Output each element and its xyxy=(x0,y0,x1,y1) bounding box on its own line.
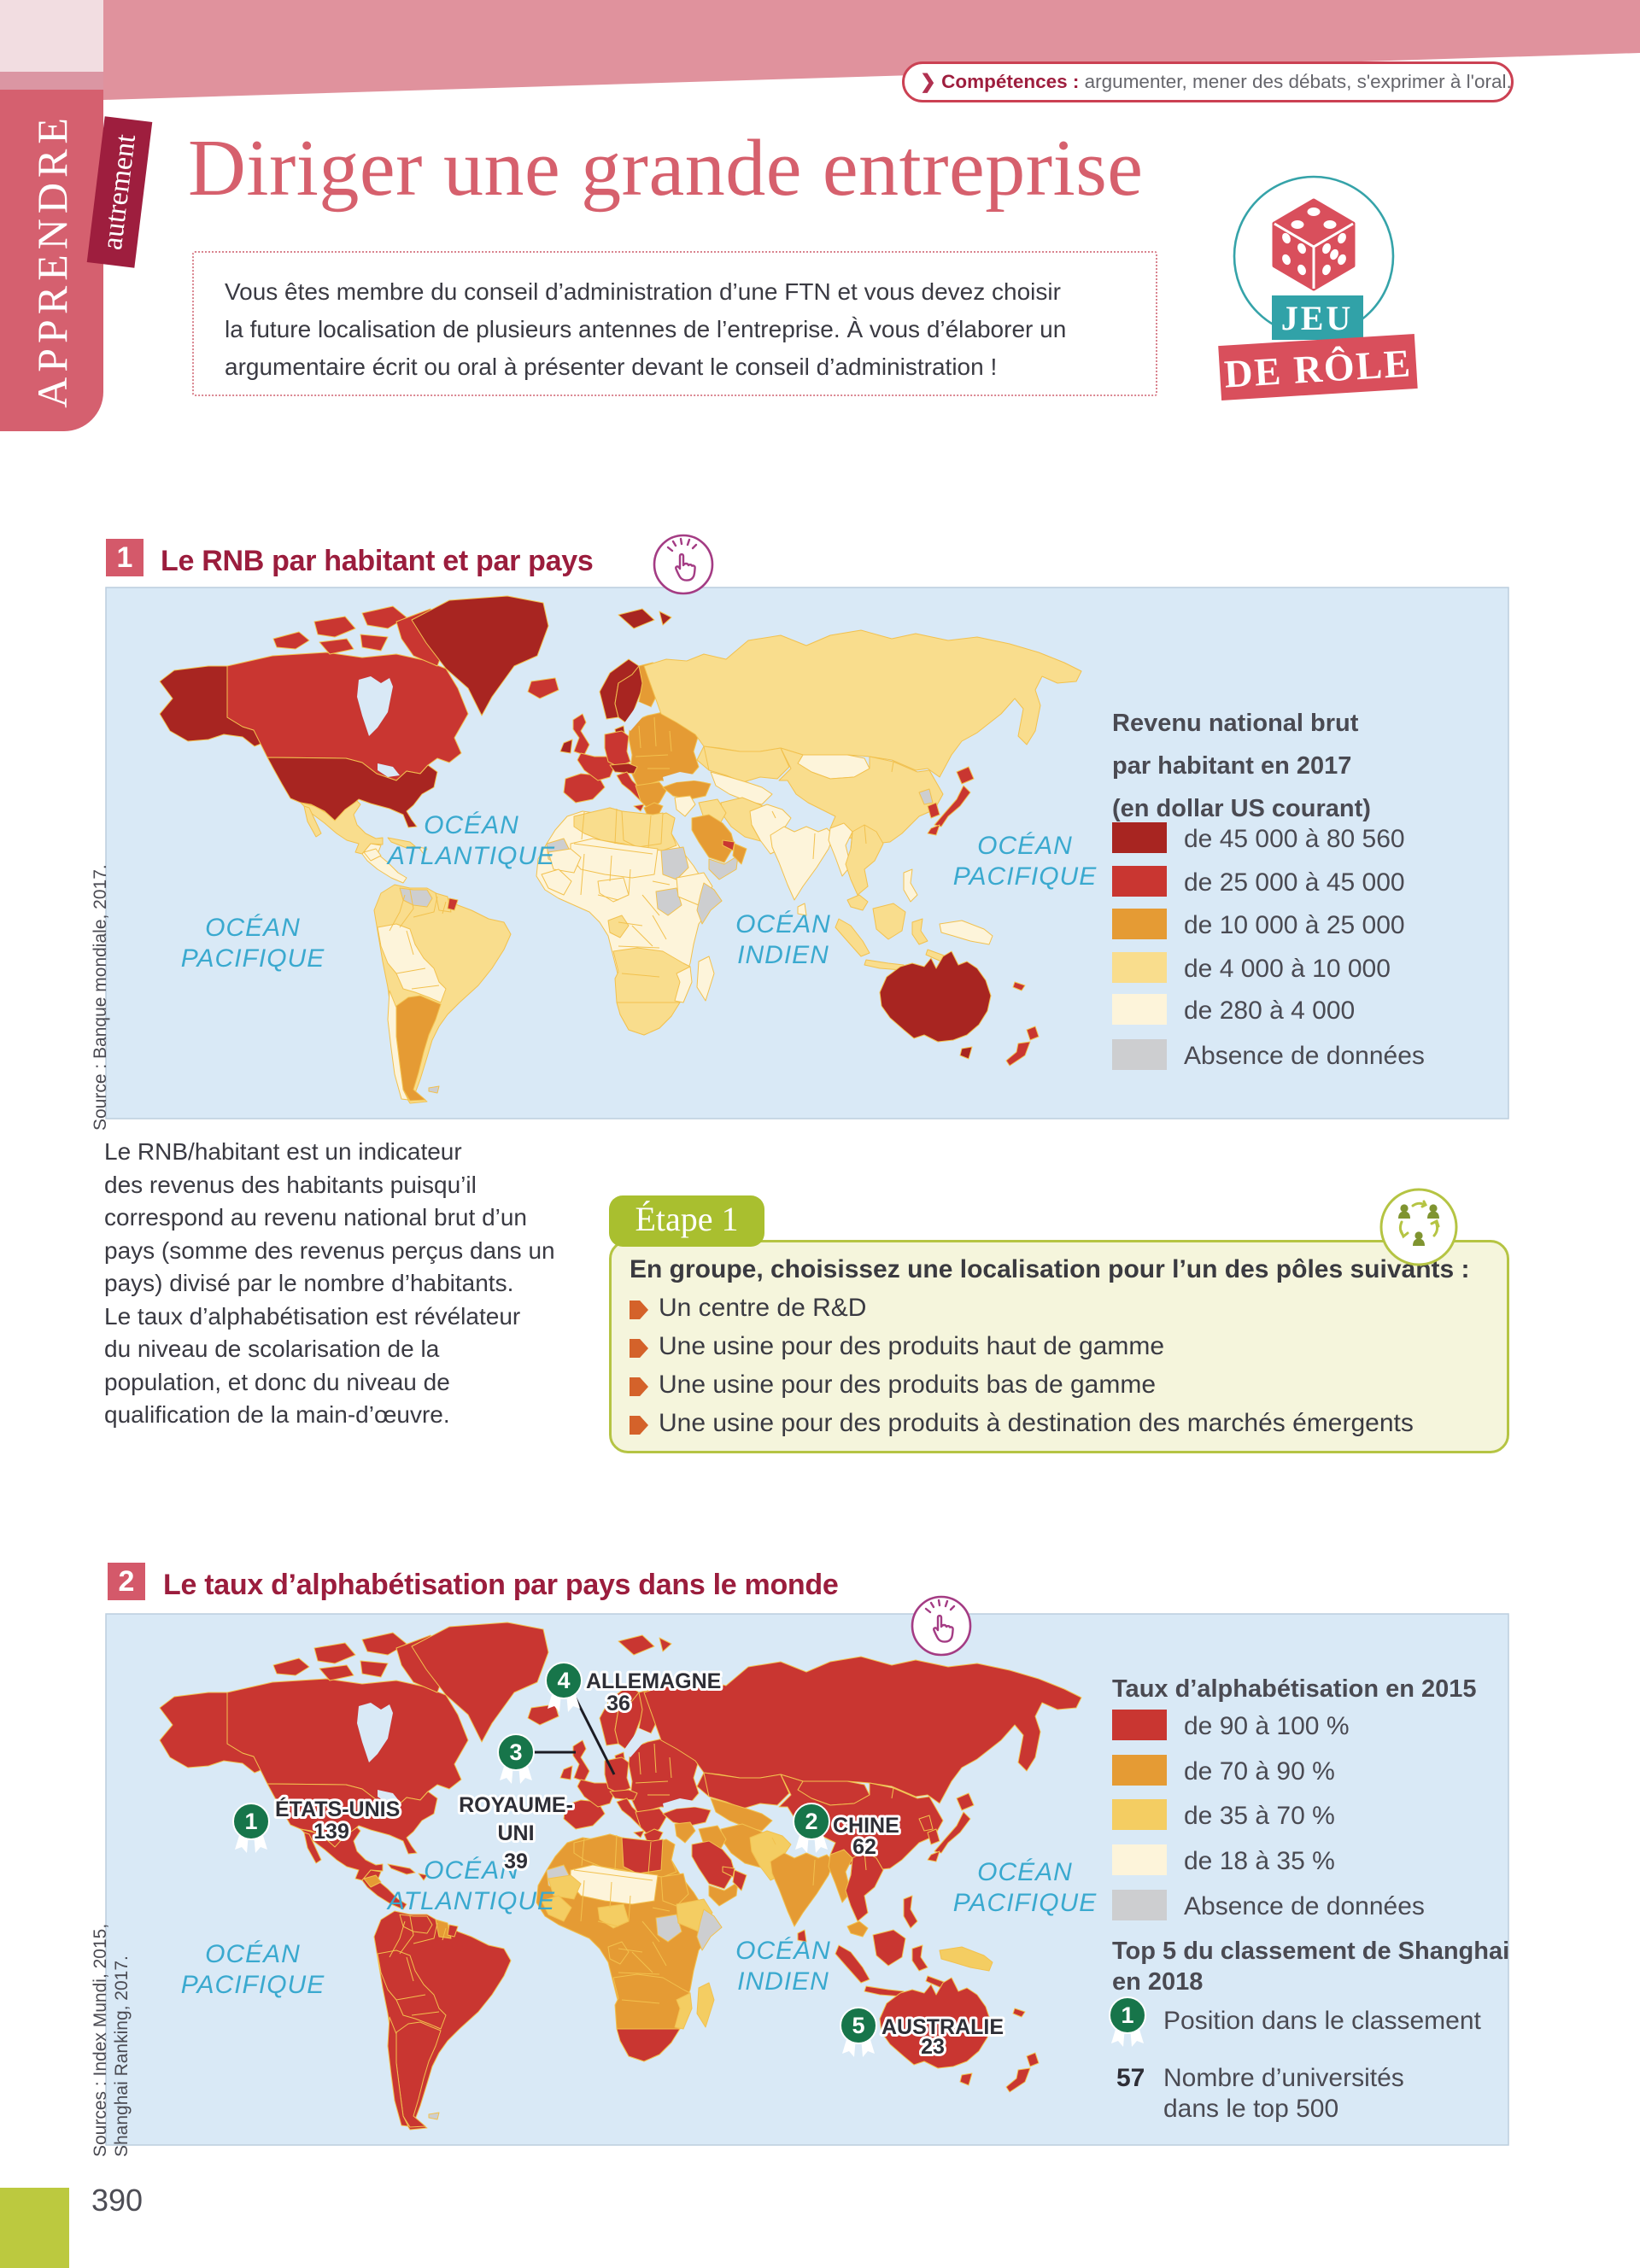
svg-text:de 35 à 70 %: de 35 à 70 % xyxy=(1184,1802,1335,1830)
svg-text:de 90 à 100 %: de 90 à 100 % xyxy=(1184,1712,1350,1740)
svg-text:ATLANTIQUE: ATLANTIQUE xyxy=(386,1887,555,1915)
svg-text:2: 2 xyxy=(805,1809,817,1834)
svg-text:en 2018: en 2018 xyxy=(1112,1968,1203,1996)
svg-text:ATLANTIQUE: ATLANTIQUE xyxy=(386,842,555,870)
svg-text:de 18 à 35 %: de 18 à 35 % xyxy=(1184,1847,1335,1875)
svg-text:39: 39 xyxy=(504,1850,528,1873)
svg-text:5: 5 xyxy=(852,2013,864,2038)
svg-text:PACIFIQUE: PACIFIQUE xyxy=(181,1971,325,1999)
svg-text:OCÉAN: OCÉAN xyxy=(735,910,831,938)
svg-text:ÉTATS-UNIS: ÉTATS-UNIS xyxy=(275,1797,400,1821)
svg-text:139: 139 xyxy=(313,1820,349,1844)
svg-text:de 280 à 4 000: de 280 à 4 000 xyxy=(1184,997,1355,1025)
svg-text:1: 1 xyxy=(244,1809,257,1834)
svg-text:PACIFIQUE: PACIFIQUE xyxy=(181,944,325,973)
svg-text:36: 36 xyxy=(606,1692,630,1716)
svg-text:PACIFIQUE: PACIFIQUE xyxy=(953,862,1097,891)
svg-text:OCÉAN: OCÉAN xyxy=(205,914,301,942)
svg-text:Nombre d’universités: Nombre d’universités xyxy=(1163,2064,1404,2092)
svg-text:Absence de données: Absence de données xyxy=(1184,1042,1425,1070)
svg-text:OCÉAN: OCÉAN xyxy=(977,832,1073,860)
svg-text:(en dollar US courant): (en dollar US courant) xyxy=(1112,795,1371,822)
svg-text:ROYAUME-: ROYAUME- xyxy=(459,1793,573,1817)
svg-text:dans le top 500: dans le top 500 xyxy=(1163,2095,1338,2123)
svg-text:3: 3 xyxy=(509,1739,522,1765)
svg-text:ALLEMAGNE: ALLEMAGNE xyxy=(586,1669,721,1693)
svg-text:JEU: JEU xyxy=(1281,299,1354,337)
svg-text:INDIEN: INDIEN xyxy=(737,941,829,969)
svg-text:Top 5 du classement de Shangha: Top 5 du classement de Shanghai xyxy=(1112,1938,1509,1965)
svg-text:23: 23 xyxy=(921,2035,945,2059)
svg-text:de 10 000 à 25 000: de 10 000 à 25 000 xyxy=(1184,911,1405,939)
svg-text:UNI: UNI xyxy=(497,1821,534,1845)
svg-text:57: 57 xyxy=(1116,2064,1145,2092)
svg-text:CHINE: CHINE xyxy=(833,1814,899,1838)
svg-text:OCÉAN: OCÉAN xyxy=(977,1858,1073,1886)
svg-text:OCÉAN: OCÉAN xyxy=(424,1856,519,1885)
svg-text:Revenu national brut: Revenu national brut xyxy=(1112,710,1359,737)
svg-text:62: 62 xyxy=(852,1835,876,1859)
svg-text:PACIFIQUE: PACIFIQUE xyxy=(953,1889,1097,1917)
svg-text:AUSTRALIE: AUSTRALIE xyxy=(882,2015,1004,2039)
svg-text:1: 1 xyxy=(1121,2002,1133,2028)
svg-text:par habitant en 2017: par habitant en 2017 xyxy=(1112,752,1351,780)
svg-text:Absence de données: Absence de données xyxy=(1184,1892,1425,1920)
svg-text:OCÉAN: OCÉAN xyxy=(424,811,519,839)
svg-text:de 25 000 à 45 000: de 25 000 à 45 000 xyxy=(1184,868,1405,897)
svg-text:OCÉAN: OCÉAN xyxy=(735,1937,831,1965)
svg-text:de 4 000 à 10 000: de 4 000 à 10 000 xyxy=(1184,955,1391,983)
svg-text:de 70 à 90 %: de 70 à 90 % xyxy=(1184,1757,1335,1786)
svg-text:OCÉAN: OCÉAN xyxy=(205,1940,301,1968)
svg-text:de 45 000 à 80 560: de 45 000 à 80 560 xyxy=(1184,825,1405,853)
svg-text:4: 4 xyxy=(557,1668,570,1693)
svg-text:Position dans le classement: Position dans le classement xyxy=(1163,2007,1482,2035)
svg-text:Taux d’alphabétisation en 2015: Taux d’alphabétisation en 2015 xyxy=(1112,1675,1477,1703)
svg-text:INDIEN: INDIEN xyxy=(737,1967,829,1996)
